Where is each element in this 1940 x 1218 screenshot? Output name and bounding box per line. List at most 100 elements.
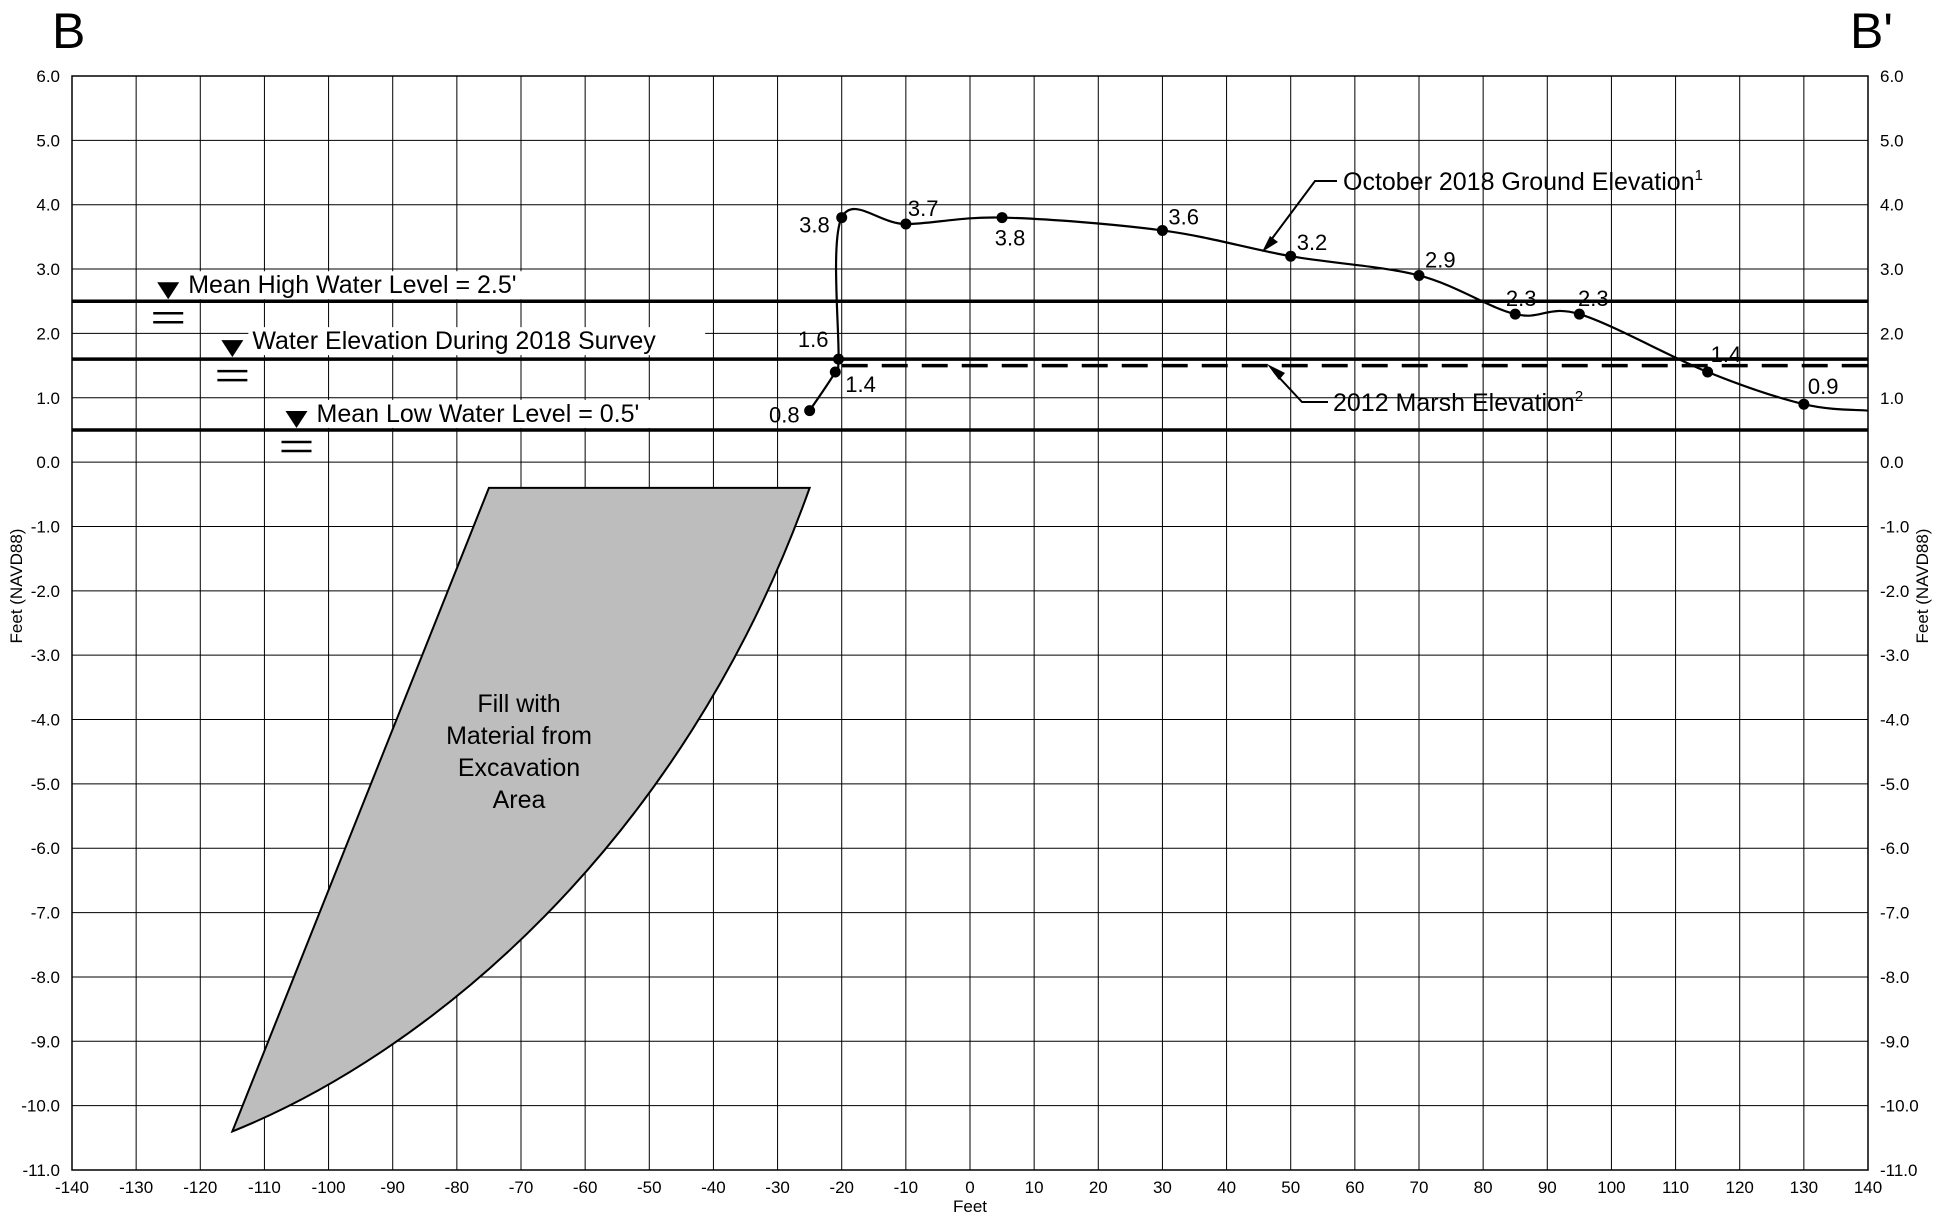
y-tick-label-left: -10.0 bbox=[21, 1097, 60, 1116]
x-tick-label: 0 bbox=[965, 1178, 974, 1197]
x-tick-label: 110 bbox=[1662, 1178, 1689, 1197]
y-tick-label-right: -1.0 bbox=[1880, 517, 1909, 536]
y-tick-label-right: -5.0 bbox=[1880, 775, 1909, 794]
x-tick-label: -100 bbox=[312, 1178, 346, 1197]
x-tick-label: 60 bbox=[1345, 1178, 1364, 1197]
y-axis-label-right: Feet (NAVD88) bbox=[1913, 529, 1932, 644]
fill-label-line-2: Material from bbox=[446, 722, 592, 750]
fill-label-line-4: Area bbox=[493, 786, 546, 814]
x-tick-label: -110 bbox=[248, 1178, 281, 1197]
y-tick-label-left: -8.0 bbox=[31, 968, 60, 987]
y-tick-label-right: 0.0 bbox=[1880, 453, 1904, 472]
ground-elevation-point bbox=[1702, 366, 1714, 378]
x-tick-label: -30 bbox=[765, 1178, 790, 1197]
y-tick-label-right: -7.0 bbox=[1880, 904, 1909, 923]
x-tick-label: 120 bbox=[1726, 1178, 1754, 1197]
ground-elevation-point bbox=[1509, 308, 1521, 320]
x-tick-label: -40 bbox=[701, 1178, 726, 1197]
y-tick-label-left: -6.0 bbox=[31, 839, 60, 858]
y-tick-label-left: 3.0 bbox=[36, 260, 60, 279]
ground-elevation-point bbox=[829, 366, 841, 378]
tick-labels: -140 -130 -120 -110 -100 -90 -80 -70 -60 -50 -40 -3… bbox=[21, 67, 1919, 1197]
x-tick-label: -50 bbox=[637, 1178, 662, 1197]
x-tick-label: -70 bbox=[509, 1178, 534, 1197]
y-tick-label-left: 1.0 bbox=[36, 389, 60, 408]
y-tick-label-right: -10.0 bbox=[1880, 1097, 1919, 1116]
y-tick-label-left: -5.0 bbox=[31, 775, 60, 794]
plot-border bbox=[71, 75, 1869, 1171]
ground-elevation-point bbox=[804, 405, 816, 417]
x-tick-label: -130 bbox=[119, 1178, 153, 1197]
y-tick-label-right: -2.0 bbox=[1880, 582, 1909, 601]
y-tick-label-right: -9.0 bbox=[1880, 1032, 1909, 1051]
y-tick-label-left: -9.0 bbox=[31, 1032, 60, 1051]
x-tick-label: 30 bbox=[1153, 1178, 1172, 1197]
x-tick-label: -90 bbox=[380, 1178, 405, 1197]
y-tick-label-left: -3.0 bbox=[31, 646, 60, 665]
x-tick-label: 70 bbox=[1410, 1178, 1429, 1197]
ground-elevation-label: October 2018 Ground Elevation1 bbox=[1343, 167, 1703, 196]
ground-elevation-point bbox=[900, 218, 912, 230]
marsh-elevation-name: 2012 Marsh Elevation bbox=[1333, 389, 1575, 417]
corner-label-left: B bbox=[52, 3, 85, 59]
ground-elevation-point-label: 0.8 bbox=[769, 403, 800, 428]
marsh-elevation-callout: 2012 Marsh Elevation2 bbox=[1267, 364, 1583, 417]
ground-elevation-callout: October 2018 Ground Elevation1 bbox=[1262, 167, 1703, 252]
y-tick-label-left: -4.0 bbox=[31, 711, 60, 730]
water-level-triangle-icon bbox=[221, 340, 244, 358]
y-tick-label-left: -7.0 bbox=[31, 904, 60, 923]
y-axis-label-left: Feet (NAVD88) bbox=[7, 529, 26, 644]
fill-label-line-3: Excavation bbox=[458, 754, 580, 782]
ground-elevation-point-label: 2.9 bbox=[1425, 247, 1456, 272]
fill-area-shape bbox=[230, 486, 812, 1134]
x-tick-label: 40 bbox=[1217, 1178, 1236, 1197]
ground-elevation-point-label: 1.6 bbox=[798, 327, 829, 352]
plot-frame bbox=[71, 75, 1869, 1171]
y-tick-label-right: -4.0 bbox=[1880, 711, 1909, 730]
ground-elevation-line bbox=[808, 207, 1869, 412]
y-tick-label-left: -2.0 bbox=[31, 582, 60, 601]
y-tick-label-left: -11.0 bbox=[23, 1161, 61, 1180]
y-tick-label-left: 5.0 bbox=[36, 131, 60, 150]
water-level-label: Mean High Water Level = 2.5' bbox=[188, 271, 516, 299]
x-tick-label: 80 bbox=[1474, 1178, 1493, 1197]
y-tick-label-left: 0.0 bbox=[36, 453, 60, 472]
ground-elevation-point bbox=[996, 212, 1008, 224]
water-level-triangle-icon bbox=[157, 282, 180, 300]
ground-elevation-point-label: 2.3 bbox=[1506, 286, 1537, 311]
x-tick-label: 90 bbox=[1538, 1178, 1557, 1197]
ground-elevation-point-label: 2.3 bbox=[1578, 286, 1609, 311]
ground-elevation-superscript: 1 bbox=[1695, 167, 1703, 184]
ground-elevation-point-label: 3.6 bbox=[1168, 204, 1199, 229]
ground-elevation-point bbox=[836, 212, 848, 224]
ground-profile-layer: 0.8 1.4 1.6 3.8 3.7 3.8 3.6 3.2 2.9 2.3 2.3 1.4 0.9 bbox=[769, 196, 1869, 428]
x-tick-label: 130 bbox=[1790, 1178, 1818, 1197]
x-tick-label: -60 bbox=[573, 1178, 598, 1197]
ground-elevation-point bbox=[1156, 224, 1168, 236]
water-level-label-bg bbox=[184, 271, 562, 300]
x-tick-label: 50 bbox=[1281, 1178, 1300, 1197]
x-tick-label: -10 bbox=[894, 1178, 919, 1197]
y-tick-label-right: 4.0 bbox=[1880, 196, 1904, 215]
water-level-label: Water Elevation During 2018 Survey bbox=[252, 327, 656, 355]
x-tick-label: -140 bbox=[55, 1178, 89, 1197]
y-tick-label-left: 4.0 bbox=[36, 196, 60, 215]
water-level-triangle-icon bbox=[285, 410, 308, 428]
y-tick-label-left: 2.0 bbox=[36, 324, 60, 343]
marsh-elevation-superscript: 2 bbox=[1575, 388, 1583, 405]
y-tick-label-left: -1.0 bbox=[31, 517, 60, 536]
fill-area-label: Fill with Material from Excavation Area bbox=[446, 690, 592, 814]
ground-elevation-point bbox=[1573, 308, 1585, 320]
water-level-label-bg bbox=[312, 399, 677, 428]
x-axis-label: Feet bbox=[953, 1197, 987, 1216]
y-tick-label-right: 3.0 bbox=[1880, 260, 1904, 279]
ground-elevation-point-label: 3.8 bbox=[995, 226, 1026, 251]
x-tick-label: -120 bbox=[183, 1178, 217, 1197]
x-tick-label: -80 bbox=[445, 1178, 470, 1197]
y-tick-label-right: 5.0 bbox=[1880, 131, 1904, 150]
fill-area-layer bbox=[230, 486, 812, 1134]
y-tick-label-right: -3.0 bbox=[1880, 646, 1909, 665]
ground-elevation-point bbox=[1798, 398, 1810, 410]
corner-label-right: B' bbox=[1850, 3, 1893, 59]
